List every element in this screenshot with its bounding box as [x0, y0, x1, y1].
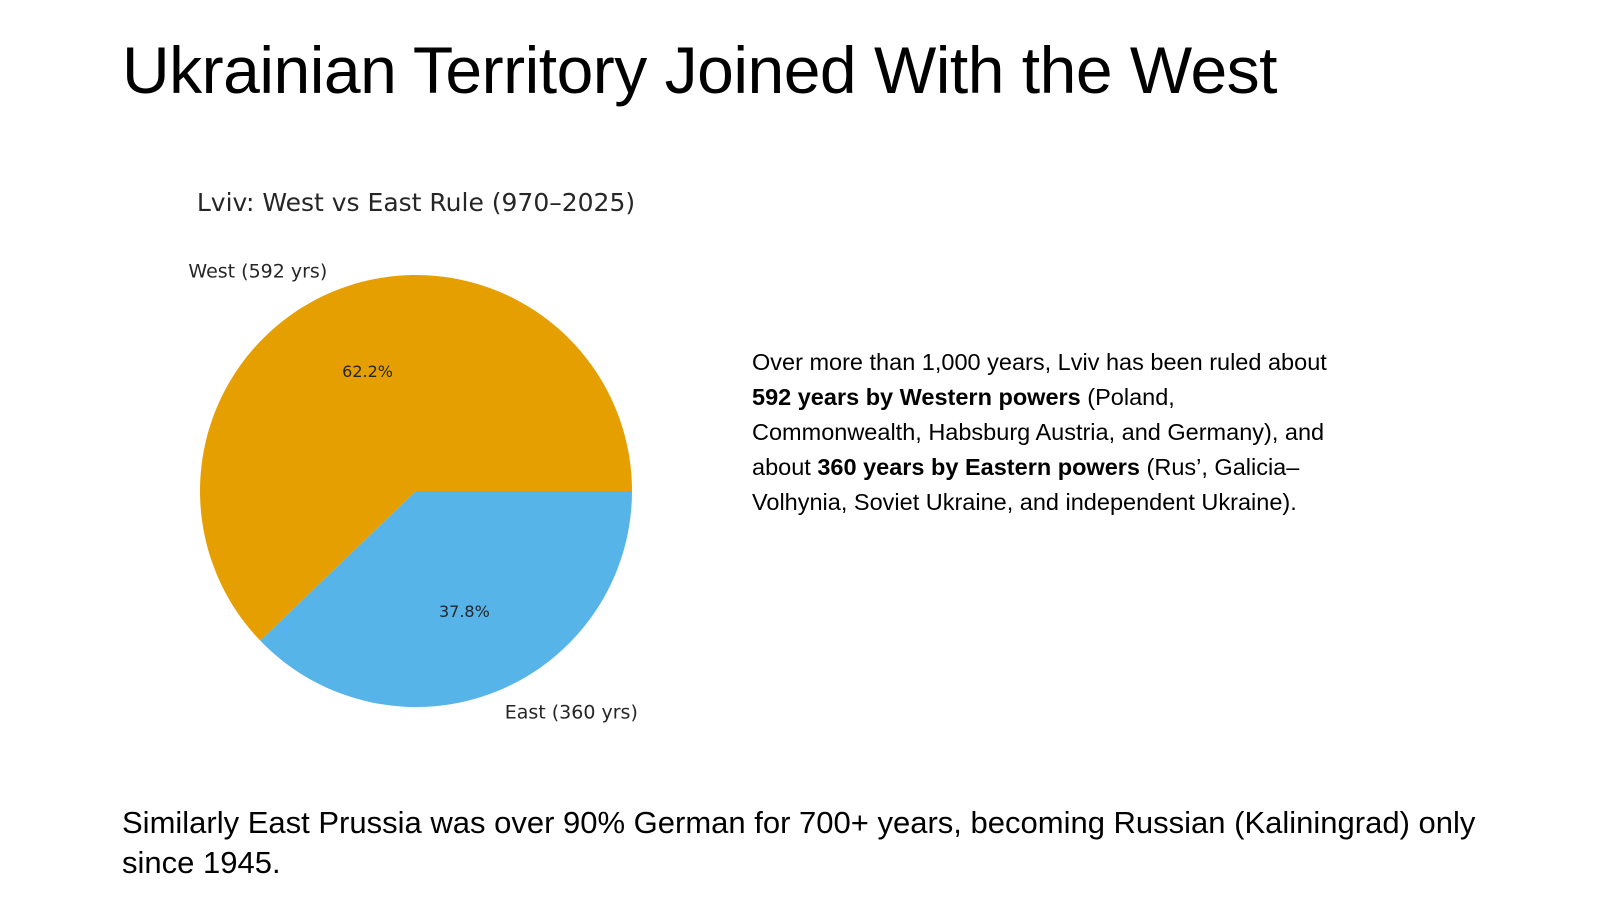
footer-text: Similarly East Prussia was over 90% Germ… [122, 805, 1476, 880]
pie-slice-east [260, 491, 632, 707]
description-part-3: (Rus’, Galicia–Volhynia, Soviet Ukraine,… [752, 454, 1300, 515]
description-bold-east: 360 years by Eastern powers [817, 454, 1140, 480]
slice-percent-east: 37.8% [439, 602, 490, 621]
slice-label-west: West (592 yrs) [188, 261, 327, 283]
description-text: Over more than 1,000 years, Lviv has bee… [752, 345, 1342, 520]
slice-label-east: East (360 yrs) [505, 701, 638, 723]
pie-labels: West (592 yrs) 62.2% East (360 yrs) 37.8% [188, 261, 637, 724]
pie-chart: Lviv: West vs East Rule (970–2025) West … [160, 180, 700, 740]
pie-slices [200, 275, 632, 707]
description-bold-west: 592 years by Western powers [752, 384, 1081, 410]
pie-chart-svg: Lviv: West vs East Rule (970–2025) West … [188, 188, 637, 724]
pie-slice-west [200, 275, 632, 641]
chart-title: Lviv: West vs East Rule (970–2025) [197, 188, 635, 217]
description-part-1: Over more than 1,000 years, Lviv has bee… [752, 349, 1327, 375]
slice-percent-west: 62.2% [342, 362, 393, 381]
slide-title: Ukrainian Territory Joined With the West [122, 33, 1278, 107]
description-part-2: (Poland, Commonwealth, Habsburg Austria,… [752, 384, 1325, 480]
